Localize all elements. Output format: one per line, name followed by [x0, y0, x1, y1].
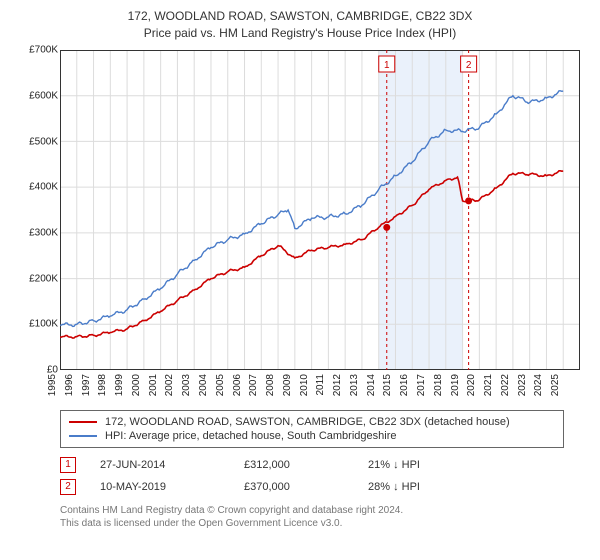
- chart-title-line2: Price paid vs. HM Land Registry's House …: [16, 26, 584, 40]
- table-row: 1 27-JUN-2014 £312,000 21% ↓ HPI: [60, 454, 584, 476]
- y-axis-label: £500K: [16, 136, 58, 147]
- plot-area: 12: [60, 50, 580, 370]
- chart-container: £0£100K£200K£300K£400K£500K£600K£700K 12…: [16, 48, 584, 400]
- y-axis-label: £100K: [16, 319, 58, 330]
- legend-label-property: 172, WOODLAND ROAD, SAWSTON, CAMBRIDGE, …: [105, 416, 510, 428]
- sale-date: 10-MAY-2019: [100, 481, 220, 493]
- sale-delta: 28% ↓ HPI: [368, 481, 488, 493]
- sale-marker-2: 2: [60, 479, 76, 495]
- y-axis-label: £700K: [16, 45, 58, 56]
- legend-box: 172, WOODLAND ROAD, SAWSTON, CAMBRIDGE, …: [60, 410, 564, 448]
- chart-title-line1: 172, WOODLAND ROAD, SAWSTON, CAMBRIDGE, …: [16, 8, 584, 24]
- legend-item-hpi: HPI: Average price, detached house, Sout…: [69, 429, 555, 443]
- line-chart-svg: 12: [60, 50, 580, 370]
- y-axis-label: £200K: [16, 273, 58, 284]
- svg-text:2: 2: [466, 60, 472, 71]
- footnote: Contains HM Land Registry data © Crown c…: [60, 504, 584, 530]
- footnote-line1: Contains HM Land Registry data © Crown c…: [60, 504, 584, 517]
- y-axis-label: £400K: [16, 182, 58, 193]
- legend-label-hpi: HPI: Average price, detached house, Sout…: [105, 430, 396, 442]
- sale-delta: 21% ↓ HPI: [368, 459, 488, 471]
- y-axis-label: £600K: [16, 90, 58, 101]
- legend-swatch-hpi: [69, 435, 97, 437]
- x-axis-label: 2025: [550, 374, 576, 396]
- table-row: 2 10-MAY-2019 £370,000 28% ↓ HPI: [60, 476, 584, 498]
- legend-swatch-property: [69, 421, 97, 423]
- svg-text:1: 1: [384, 60, 390, 71]
- sale-price: £370,000: [244, 481, 344, 493]
- sale-price: £312,000: [244, 459, 344, 471]
- y-axis-label: £300K: [16, 228, 58, 239]
- footnote-line2: This data is licensed under the Open Gov…: [60, 517, 584, 530]
- legend-item-property: 172, WOODLAND ROAD, SAWSTON, CAMBRIDGE, …: [69, 415, 555, 429]
- sale-date: 27-JUN-2014: [100, 459, 220, 471]
- sales-table: 1 27-JUN-2014 £312,000 21% ↓ HPI 2 10-MA…: [60, 454, 584, 498]
- sale-marker-1: 1: [60, 457, 76, 473]
